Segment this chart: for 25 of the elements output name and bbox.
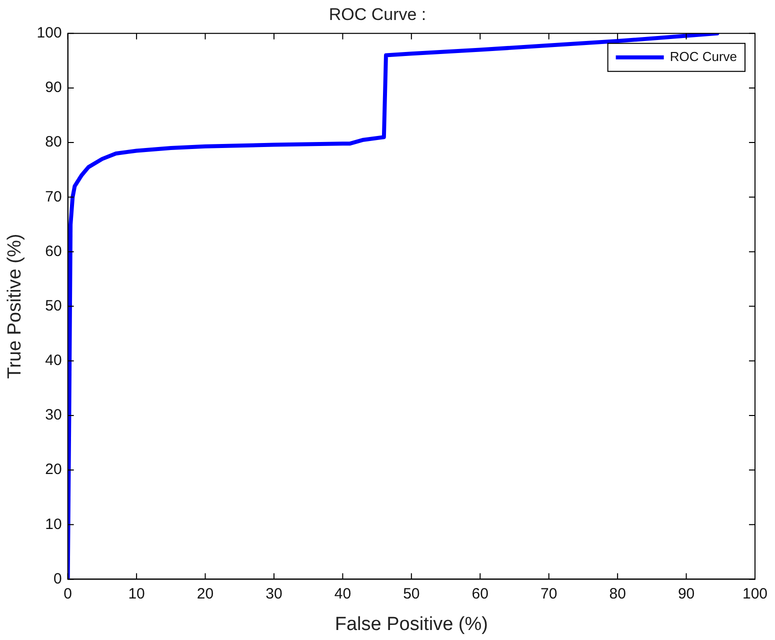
x-tick-label: 90	[678, 585, 695, 602]
x-tick-label: 20	[196, 585, 214, 602]
y-tick-label: 50	[45, 297, 62, 314]
x-tick-label: 40	[334, 585, 352, 602]
x-tick-label: 10	[128, 585, 145, 602]
y-tick-label: 80	[45, 134, 62, 151]
y-axis-title: True Positive (%)	[4, 234, 26, 379]
legend-label: ROC Curve	[670, 48, 738, 64]
y-tick-label: 60	[45, 242, 62, 260]
x-tick-label: 30	[266, 585, 282, 602]
x-axis-title: False Positive (%)	[334, 614, 488, 635]
x-tick-label: 80	[609, 585, 626, 602]
y-tick-label: 0	[53, 570, 62, 588]
y-tick-label: 20	[45, 461, 62, 478]
y-tick-label: 40	[45, 352, 62, 370]
x-tick-label: 60	[472, 585, 488, 602]
x-tick-label: 70	[540, 585, 558, 602]
chart-title: ROC Curve :	[328, 4, 426, 24]
x-tick-label: 50	[403, 585, 420, 602]
x-tick-label: 100	[742, 585, 768, 602]
y-tick-label: 10	[45, 516, 62, 533]
y-tick-label: 100	[36, 24, 62, 42]
y-tick-label: 90	[45, 79, 62, 96]
y-tick-label: 70	[45, 188, 62, 206]
y-tick-label: 30	[45, 406, 62, 424]
